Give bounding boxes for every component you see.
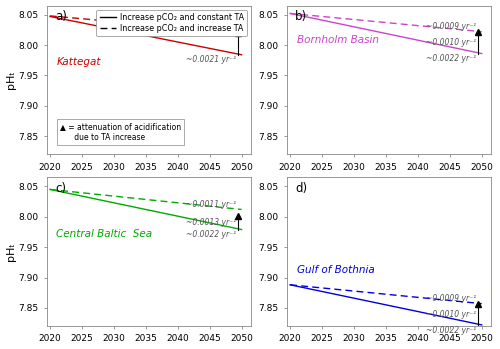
Text: ~0.0010 yr⁻¹: ~0.0010 yr⁻¹ bbox=[426, 38, 476, 47]
Text: ~0.0022 yr⁻¹: ~0.0022 yr⁻¹ bbox=[426, 54, 476, 63]
Text: ~0.0009 yr⁻¹: ~0.0009 yr⁻¹ bbox=[426, 22, 476, 31]
Y-axis label: pHₜ: pHₜ bbox=[6, 70, 16, 89]
Text: b): b) bbox=[295, 10, 307, 23]
Text: ~0.0009 yr⁻¹: ~0.0009 yr⁻¹ bbox=[426, 294, 476, 303]
Text: Central Baltic  Sea: Central Baltic Sea bbox=[56, 229, 152, 239]
Y-axis label: pHₜ: pHₜ bbox=[6, 243, 16, 261]
Text: ~0.0013 yr⁻¹: ~0.0013 yr⁻¹ bbox=[186, 23, 236, 32]
Text: Kattegat: Kattegat bbox=[56, 57, 101, 67]
Text: ▲ = attenuation of acidification
      due to TA increase: ▲ = attenuation of acidification due to … bbox=[60, 122, 180, 142]
Legend: Increase pCO₂ and constant TA, Increase pCO₂ and increase TA: Increase pCO₂ and constant TA, Increase … bbox=[96, 9, 247, 36]
Text: Bornholm Basin: Bornholm Basin bbox=[296, 35, 378, 45]
Text: ~0.0010 yr⁻¹: ~0.0010 yr⁻¹ bbox=[426, 310, 476, 319]
Text: ~0.0013 yr⁻¹: ~0.0013 yr⁻¹ bbox=[186, 218, 236, 227]
Text: d): d) bbox=[295, 182, 307, 195]
Text: ~0.0022 yr⁻¹: ~0.0022 yr⁻¹ bbox=[426, 326, 476, 334]
Text: Gulf of Bothnia: Gulf of Bothnia bbox=[296, 265, 374, 275]
Text: ~0.0021 yr⁻¹: ~0.0021 yr⁻¹ bbox=[186, 55, 236, 64]
Text: a): a) bbox=[55, 10, 67, 23]
Text: ~0.0022 yr⁻¹: ~0.0022 yr⁻¹ bbox=[186, 230, 236, 239]
Text: ~0.0011 yr⁻¹: ~0.0011 yr⁻¹ bbox=[186, 200, 236, 209]
Text: c): c) bbox=[55, 182, 66, 195]
